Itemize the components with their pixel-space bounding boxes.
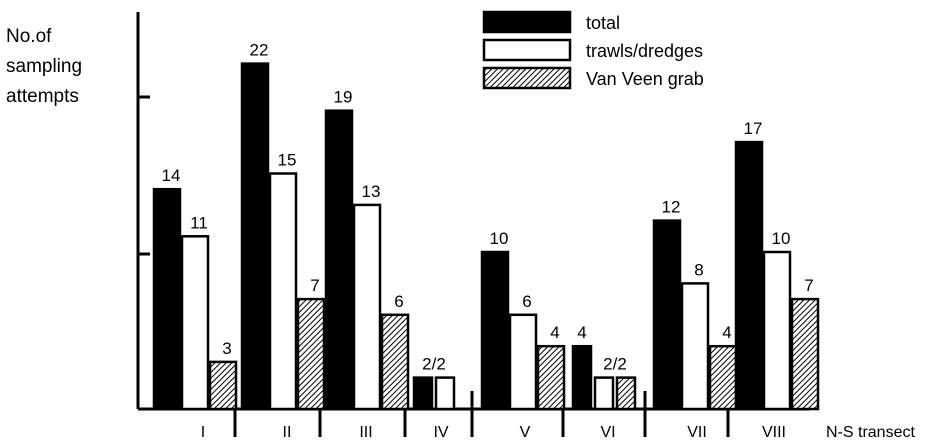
y-axis-label-line: sampling bbox=[6, 56, 83, 77]
bar-trawls-dredges-I bbox=[180, 235, 210, 411]
bar-total-III bbox=[324, 109, 354, 411]
data-label: 11 bbox=[190, 213, 208, 232]
x-tick-label: VI bbox=[600, 424, 615, 441]
data-label: 17 bbox=[744, 119, 763, 138]
data-label: 12 bbox=[662, 198, 681, 217]
x-tick-label: VIII bbox=[762, 424, 786, 441]
x-tick-label: I bbox=[201, 424, 205, 441]
data-label: 3 bbox=[222, 339, 231, 358]
bar-total-VI bbox=[571, 344, 593, 411]
bar-trawls-dredges-V bbox=[508, 313, 538, 411]
bar-trawls-dredges-VIII bbox=[762, 250, 792, 411]
data-label: 15 bbox=[278, 151, 297, 170]
bar-trawls-dredges-VII bbox=[680, 282, 710, 411]
data-label: 13 bbox=[362, 182, 381, 201]
data-label: 2/2 bbox=[603, 355, 627, 374]
data-label: 8 bbox=[694, 260, 703, 279]
bar-total-II bbox=[240, 62, 270, 411]
data-label: 6 bbox=[394, 292, 403, 311]
bar-trawls-dredges-II bbox=[268, 172, 298, 411]
bar-trawls-dredges-VI bbox=[593, 376, 615, 411]
legend-label: Van Veen grab bbox=[586, 69, 704, 89]
y-axis-label: No.of sampling attempts bbox=[6, 22, 82, 112]
data-label: 4 bbox=[722, 323, 731, 342]
legend-swatch-van-veen-grab bbox=[482, 66, 572, 90]
legend-label: total bbox=[586, 13, 620, 33]
data-label: 7 bbox=[310, 276, 319, 295]
data-label: 4 bbox=[550, 323, 559, 342]
bar-van-veen-grab-I bbox=[208, 360, 238, 411]
data-label: 19 bbox=[334, 88, 353, 107]
bar-total-VII bbox=[652, 219, 682, 411]
data-label: 7 bbox=[804, 276, 813, 295]
x-tick-label: II bbox=[283, 424, 292, 441]
bar-van-veen-grab-III bbox=[380, 313, 410, 411]
data-label: 22 bbox=[250, 41, 269, 60]
bars-group bbox=[152, 62, 820, 411]
bar-van-veen-grab-VI bbox=[615, 376, 637, 411]
bar-van-veen-grab-VIII bbox=[790, 297, 820, 411]
legend-swatch-trawls-dredges bbox=[482, 38, 572, 62]
bar-van-veen-grab-V bbox=[536, 344, 566, 411]
data-label: 6 bbox=[522, 292, 531, 311]
data-label: 10 bbox=[772, 229, 791, 248]
y-axis-label-line: No.of bbox=[6, 26, 52, 47]
x-tick-label: VII bbox=[687, 424, 707, 441]
x-tick-label: V bbox=[520, 424, 531, 441]
x-tick-label: IV bbox=[433, 424, 448, 441]
bar-van-veen-grab-VII bbox=[708, 344, 738, 411]
data-label: 14 bbox=[162, 166, 181, 185]
y-axis-label-line: attempts bbox=[6, 86, 79, 107]
data-label: 4 bbox=[577, 323, 586, 342]
legend-label: trawls/dredges bbox=[586, 41, 703, 61]
bar-trawls-dredges-III bbox=[352, 203, 382, 411]
bar-total-I bbox=[152, 187, 182, 411]
bar-total-IV bbox=[412, 376, 434, 411]
legend: total trawls/dredges Van Veen grab bbox=[482, 10, 704, 90]
bar-trawls-dredges-IV bbox=[434, 376, 456, 411]
bar-total-VIII bbox=[734, 140, 764, 411]
legend-swatch-total bbox=[482, 10, 572, 34]
data-label: 10 bbox=[490, 229, 509, 248]
data-label: 2/2 bbox=[422, 355, 446, 374]
bar-van-veen-grab-II bbox=[296, 297, 326, 411]
bar-total-V bbox=[480, 250, 510, 411]
x-tick-label: III bbox=[359, 424, 372, 441]
x-axis-label: N-S transect bbox=[826, 424, 915, 441]
x-tick-labels-group: I II III IV V VI VII VIII N-S transect bbox=[201, 424, 916, 441]
